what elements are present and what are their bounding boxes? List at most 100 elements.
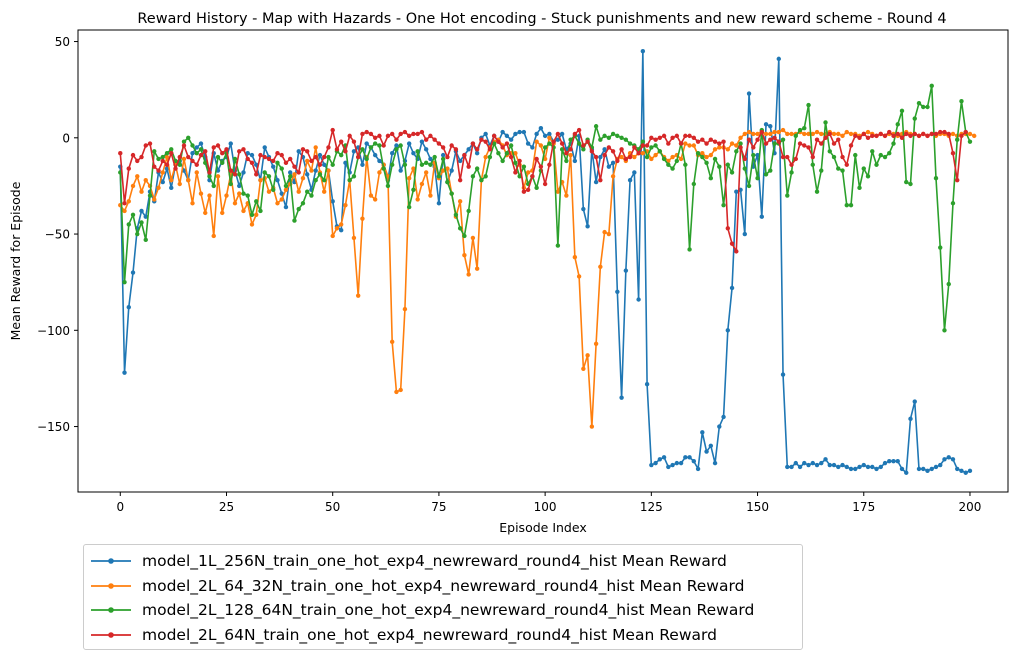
data-point bbox=[831, 154, 837, 160]
data-point bbox=[772, 129, 777, 135]
x-tick-label: 25 bbox=[219, 500, 234, 514]
data-point bbox=[763, 131, 769, 137]
data-point bbox=[249, 160, 255, 166]
data-point bbox=[275, 151, 280, 156]
data-point bbox=[245, 193, 250, 198]
data-point bbox=[704, 160, 709, 166]
data-point bbox=[398, 131, 403, 137]
data-point bbox=[598, 177, 603, 183]
data-point bbox=[385, 133, 391, 139]
data-point bbox=[389, 131, 395, 137]
data-point bbox=[627, 154, 633, 160]
chart-title: Reward History - Map with Hazards - One … bbox=[137, 11, 946, 27]
data-point bbox=[921, 104, 926, 110]
data-point bbox=[836, 166, 841, 171]
data-point bbox=[776, 139, 781, 144]
data-point bbox=[738, 141, 743, 146]
data-point bbox=[882, 460, 888, 466]
data-point bbox=[746, 183, 752, 189]
data-point bbox=[372, 135, 378, 140]
data-point bbox=[126, 222, 131, 227]
x-tick-label: 125 bbox=[640, 500, 663, 514]
data-point bbox=[411, 187, 416, 192]
data-point bbox=[164, 154, 170, 160]
x-tick-label: 200 bbox=[959, 500, 982, 514]
data-point bbox=[453, 212, 459, 217]
data-point bbox=[568, 147, 573, 152]
data-point bbox=[755, 131, 760, 137]
data-point bbox=[326, 168, 331, 173]
data-point bbox=[606, 145, 612, 150]
data-point bbox=[865, 135, 871, 140]
data-point bbox=[967, 468, 973, 474]
x-tick-label: 75 bbox=[431, 500, 446, 514]
y-tick-label: 0 bbox=[62, 131, 70, 145]
data-point bbox=[402, 129, 408, 135]
data-point bbox=[848, 202, 854, 208]
data-point bbox=[640, 151, 646, 156]
data-point bbox=[789, 131, 794, 137]
data-point bbox=[339, 139, 344, 144]
data-point bbox=[194, 151, 199, 156]
data-point bbox=[500, 158, 505, 164]
data-point bbox=[874, 133, 879, 139]
data-point bbox=[160, 158, 165, 164]
data-point bbox=[717, 141, 722, 146]
data-point bbox=[258, 177, 263, 183]
data-point bbox=[802, 131, 807, 137]
data-point bbox=[220, 151, 225, 156]
data-point bbox=[457, 199, 463, 204]
data-point bbox=[381, 166, 386, 171]
data-point bbox=[555, 189, 561, 194]
data-point bbox=[895, 122, 900, 127]
data-point bbox=[177, 181, 182, 187]
data-point bbox=[474, 151, 480, 156]
data-point bbox=[708, 152, 714, 158]
data-point bbox=[186, 154, 191, 160]
data-point bbox=[593, 341, 599, 346]
data-point bbox=[857, 464, 862, 470]
data-point bbox=[848, 143, 854, 148]
data-point bbox=[734, 143, 739, 148]
data-point bbox=[500, 129, 505, 135]
data-point bbox=[279, 152, 284, 158]
data-point bbox=[806, 462, 811, 468]
data-point bbox=[751, 152, 756, 158]
data-point bbox=[296, 149, 301, 154]
data-point bbox=[938, 245, 943, 250]
data-point bbox=[271, 187, 276, 192]
data-point bbox=[942, 457, 947, 462]
data-point bbox=[678, 156, 684, 162]
data-point bbox=[823, 120, 828, 125]
data-point bbox=[496, 151, 501, 156]
data-point bbox=[487, 147, 493, 152]
data-point bbox=[360, 147, 365, 152]
data-point bbox=[305, 172, 310, 177]
data-point bbox=[368, 131, 374, 137]
series-0 bbox=[118, 48, 973, 475]
data-point bbox=[559, 131, 565, 137]
data-point bbox=[572, 131, 578, 137]
data-point bbox=[610, 131, 616, 137]
data-point bbox=[462, 253, 467, 258]
series-2 bbox=[118, 83, 973, 333]
data-point bbox=[853, 152, 858, 158]
data-point bbox=[819, 460, 824, 466]
data-point bbox=[746, 91, 752, 96]
data-point bbox=[249, 222, 255, 227]
data-point bbox=[593, 124, 599, 129]
data-point bbox=[372, 197, 378, 202]
data-point bbox=[789, 170, 794, 175]
data-point bbox=[135, 158, 140, 164]
data-point bbox=[793, 156, 798, 162]
data-point bbox=[946, 131, 951, 137]
data-point bbox=[521, 129, 527, 135]
data-point bbox=[746, 129, 752, 135]
data-point bbox=[164, 151, 170, 156]
legend-item-2L-64-32N: model_2L_64_32N_train_one_hot_exp4_newre… bbox=[84, 574, 802, 599]
data-point bbox=[819, 131, 824, 137]
data-point bbox=[198, 141, 204, 146]
data-point bbox=[419, 162, 425, 167]
data-point bbox=[147, 193, 153, 198]
